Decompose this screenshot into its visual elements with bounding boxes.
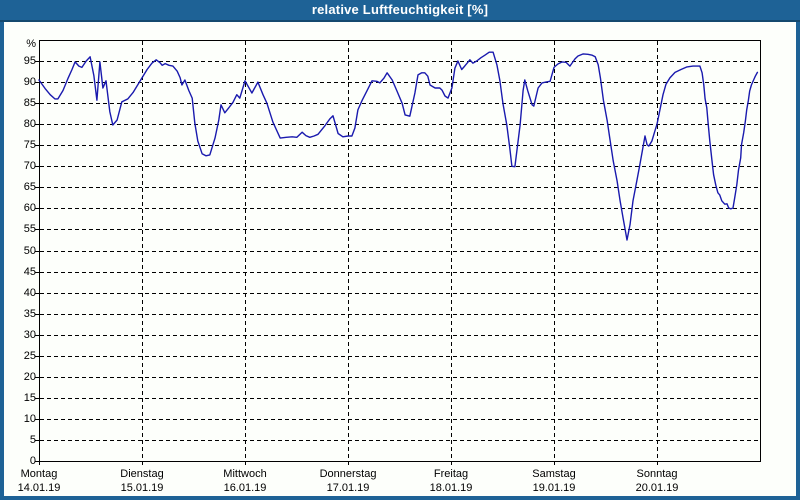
humidity-series-line: [38, 51, 759, 241]
day-name: Sonntag: [636, 468, 678, 480]
y-tick-label: 40: [23, 287, 36, 299]
chart-area: % 0 5 10 15 20 25 30 35 40 45 50 55 60 65 70 75 80 85 90 95…: [4, 22, 796, 496]
plot-border: [39, 40, 761, 462]
y-tick-label: 65: [23, 181, 36, 193]
day-name: Freitag: [433, 468, 469, 480]
y-tick-label: 0: [29, 455, 36, 467]
x-day-label: Montag 14.01.19: [0, 467, 94, 495]
x-day-label: Freitag 18.01.19: [396, 467, 506, 495]
y-tick-label: 95: [23, 55, 36, 67]
day-name: Dienstag: [120, 468, 164, 480]
y-tick-label: 20: [23, 371, 36, 383]
x-day-label: Mittwoch 16.01.19: [190, 467, 300, 495]
day-name: Samstag: [532, 468, 576, 480]
y-tick-label: 55: [23, 223, 36, 235]
y-tick-label: 60: [23, 202, 36, 214]
y-tick-label: 10: [23, 413, 36, 425]
y-tick-label: 30: [23, 329, 36, 341]
day-date: 17.01.19: [326, 482, 370, 494]
day-name: Montag: [20, 468, 58, 480]
day-date: 16.01.19: [223, 482, 267, 494]
y-tick-label: 85: [23, 97, 36, 109]
day-name: Mittwoch: [223, 468, 267, 480]
y-tick-label: 5: [29, 434, 36, 446]
day-date: 15.01.19: [120, 482, 164, 494]
y-tick-label: 75: [23, 139, 36, 151]
day-date: 19.01.19: [532, 482, 576, 494]
day-name: Donnerstag: [319, 468, 377, 480]
humidity-line-chart: [35, 40, 761, 465]
window-title-bar: relative Luftfeuchtigkeit [%]: [0, 0, 800, 22]
x-day-label: Dienstag 15.01.19: [87, 467, 197, 495]
y-axis-unit-label: %: [26, 38, 36, 50]
day-date: 20.01.19: [635, 482, 679, 494]
x-day-label: Sonntag 20.01.19: [602, 467, 712, 495]
y-tick-label: 50: [23, 245, 36, 257]
day-date: 14.01.19: [17, 482, 61, 494]
x-day-label: Samstag 19.01.19: [499, 467, 609, 495]
y-tick-label: 25: [23, 350, 36, 362]
y-tick-label: 15: [23, 392, 36, 404]
y-tick-label: 80: [23, 118, 36, 130]
y-tick-label: 35: [23, 308, 36, 320]
y-tick-label: 90: [23, 76, 36, 88]
day-date: 18.01.19: [429, 482, 473, 494]
x-day-label: Donnerstag 17.01.19: [293, 467, 403, 495]
y-tick-label: 45: [23, 266, 36, 278]
y-tick-label: 70: [23, 160, 36, 172]
